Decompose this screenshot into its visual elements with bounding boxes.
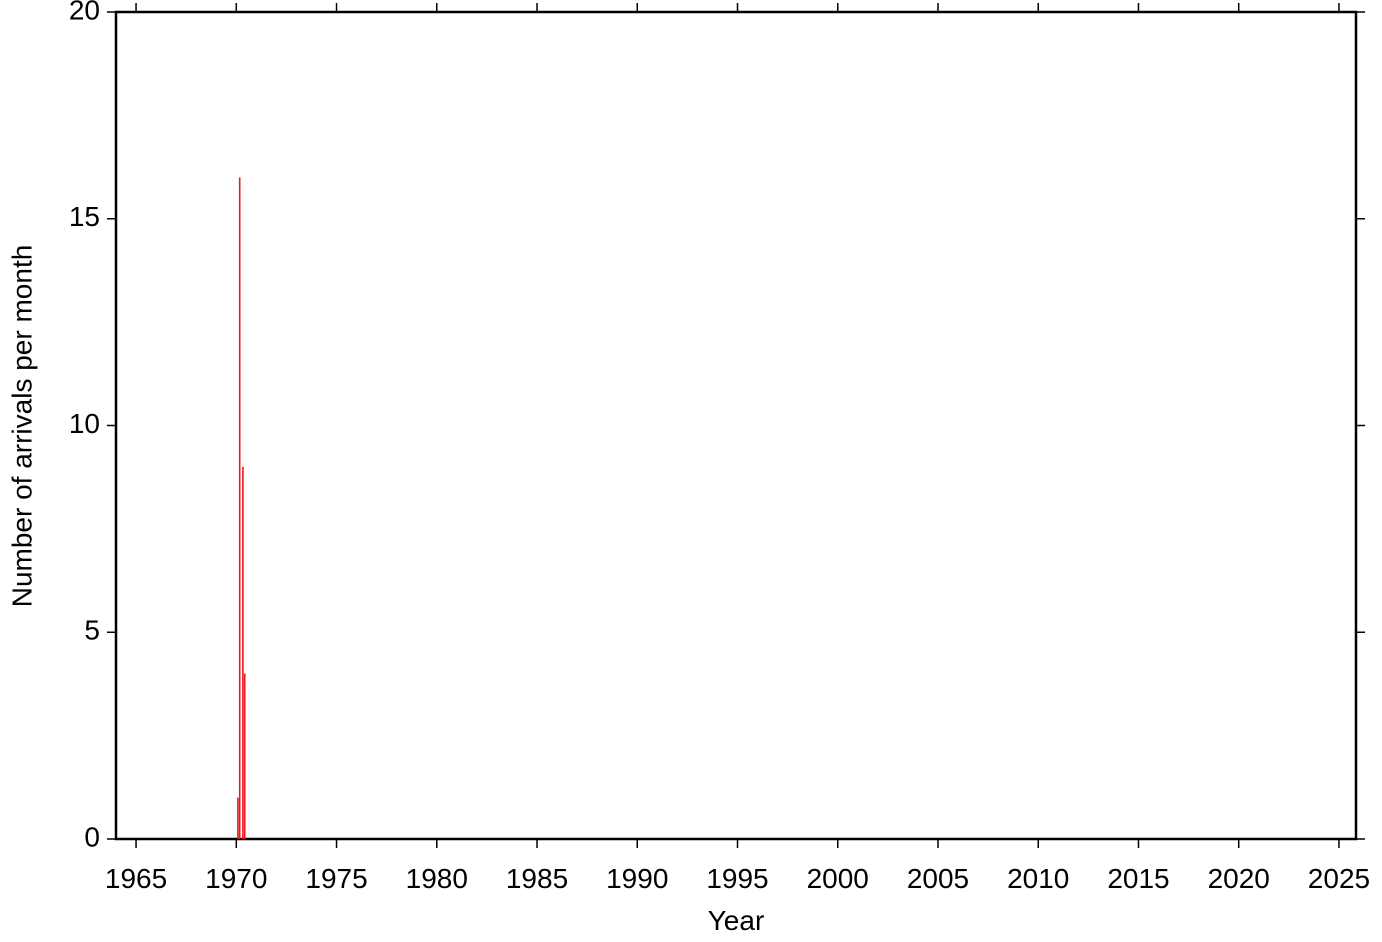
- x-tick-label: 1970: [205, 863, 267, 894]
- x-tick-label: 2000: [807, 863, 869, 894]
- plot-frame: [114, 10, 1358, 841]
- bar: [237, 797, 239, 839]
- bar: [238, 177, 241, 839]
- y-tick-label: 5: [84, 615, 100, 646]
- x-tick-label: 1990: [606, 863, 668, 894]
- y-tick-label: 15: [69, 201, 100, 232]
- x-tick-label: 2015: [1107, 863, 1169, 894]
- x-tick-label: 1985: [506, 863, 568, 894]
- y-tick-label: 20: [69, 0, 100, 25]
- x-tick-label: 1995: [706, 863, 768, 894]
- x-tick-label: 2005: [907, 863, 969, 894]
- x-axis-label: Year: [708, 905, 765, 936]
- y-tick-label: 10: [69, 408, 100, 439]
- y-tick-label: 0: [84, 821, 100, 852]
- x-tick-label: 1975: [305, 863, 367, 894]
- x-tick-label: 2020: [1208, 863, 1270, 894]
- bar: [242, 466, 244, 839]
- x-tick-label: 1965: [105, 863, 167, 894]
- bar: [243, 673, 246, 839]
- y-axis-label: Number of arrivals per month: [6, 245, 37, 608]
- x-tick-label: 2010: [1007, 863, 1069, 894]
- x-tick-label: 1980: [406, 863, 468, 894]
- x-tick-label: 2025: [1308, 863, 1370, 894]
